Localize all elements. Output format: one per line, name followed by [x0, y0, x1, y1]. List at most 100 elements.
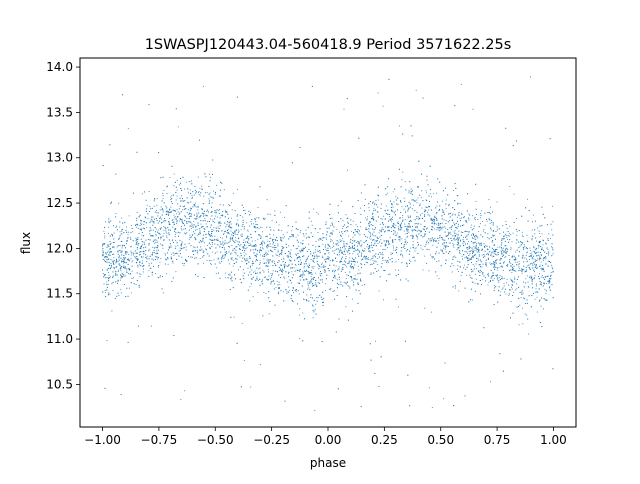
- scatter-point: [322, 243, 324, 245]
- scatter-point: [160, 206, 162, 208]
- scatter-point: [125, 253, 127, 255]
- scatter-point: [528, 255, 530, 258]
- scatter-point: [224, 277, 227, 279]
- scatter-point: [482, 279, 484, 281]
- scatter-point: [534, 275, 536, 277]
- scatter-point: [222, 241, 224, 243]
- scatter-point: [182, 176, 184, 178]
- scatter-point: [247, 230, 249, 232]
- scatter-point: [155, 235, 157, 237]
- scatter-point: [502, 269, 504, 272]
- scatter-point: [369, 231, 371, 233]
- scatter-point: [107, 232, 110, 234]
- scatter-point: [550, 278, 552, 280]
- scatter-point: [259, 262, 261, 264]
- scatter-point: [433, 193, 435, 195]
- scatter-point: [441, 236, 443, 238]
- scatter-point: [474, 237, 476, 239]
- scatter-point: [475, 268, 478, 270]
- scatter-point: [244, 213, 246, 215]
- scatter-point: [436, 275, 438, 277]
- scatter-point: [153, 252, 156, 254]
- scatter-point: [334, 277, 336, 279]
- scatter-point: [157, 229, 159, 231]
- scatter-point: [379, 236, 381, 238]
- scatter-point: [550, 246, 553, 248]
- scatter-point: [501, 255, 503, 257]
- scatter-point: [266, 258, 268, 260]
- scatter-point: [441, 222, 443, 224]
- scatter-point: [338, 276, 340, 278]
- scatter-point: [290, 297, 292, 300]
- scatter-point: [208, 260, 211, 262]
- scatter-point: [302, 312, 304, 314]
- scatter-point: [216, 184, 218, 186]
- scatter-point: [425, 192, 428, 194]
- scatter-point: [348, 286, 350, 288]
- scatter-point: [227, 229, 229, 231]
- scatter-point: [202, 256, 204, 258]
- scatter-point: [249, 300, 251, 302]
- scatter-point: [154, 227, 156, 229]
- scatter-point: [453, 246, 455, 248]
- scatter-point: [289, 253, 291, 255]
- scatter-point: [119, 226, 121, 228]
- scatter-point: [307, 258, 309, 260]
- scatter-point: [346, 98, 348, 100]
- scatter-point: [173, 214, 175, 216]
- scatter-point: [455, 256, 457, 259]
- scatter-point: [145, 261, 148, 263]
- scatter-point: [430, 311, 433, 313]
- scatter-point: [517, 264, 519, 266]
- scatter-point: [370, 238, 372, 240]
- scatter-point: [534, 266, 536, 269]
- scatter-point: [490, 213, 492, 215]
- scatter-point: [460, 225, 462, 227]
- scatter-point: [153, 259, 155, 261]
- scatter-point: [394, 232, 396, 234]
- scatter-point: [310, 258, 312, 261]
- scatter-point: [504, 252, 506, 254]
- scatter-point: [241, 261, 243, 263]
- scatter-point: [392, 245, 394, 247]
- scatter-point: [478, 231, 480, 233]
- scatter-point: [478, 255, 480, 257]
- scatter-point: [159, 209, 161, 211]
- scatter-point: [468, 231, 470, 233]
- scatter-point: [429, 189, 431, 191]
- scatter-point: [199, 257, 201, 260]
- scatter-point: [492, 263, 494, 265]
- scatter-point: [129, 237, 131, 239]
- scatter-point: [324, 271, 326, 273]
- scatter-point: [123, 257, 125, 259]
- scatter-point: [395, 196, 397, 198]
- scatter-point: [412, 236, 414, 238]
- scatter-point: [439, 235, 441, 237]
- scatter-point: [480, 242, 482, 244]
- scatter-point: [372, 212, 374, 214]
- scatter-point: [156, 212, 158, 214]
- scatter-point: [221, 237, 224, 239]
- scatter-point: [482, 230, 484, 232]
- scatter-point: [404, 223, 406, 225]
- scatter-point: [218, 261, 220, 263]
- scatter-point: [438, 278, 440, 280]
- scatter-point: [195, 206, 197, 208]
- scatter-point: [478, 264, 480, 266]
- scatter-point: [353, 260, 356, 263]
- scatter-point: [160, 177, 162, 179]
- scatter-point: [308, 248, 310, 251]
- scatter-point: [395, 275, 397, 277]
- scatter-point: [322, 281, 324, 283]
- scatter-point: [472, 281, 474, 283]
- scatter-point: [270, 281, 272, 283]
- scatter-point: [345, 264, 347, 266]
- scatter-point: [130, 282, 132, 284]
- scatter-point: [451, 214, 453, 216]
- scatter-point: [330, 225, 332, 227]
- scatter-point: [240, 255, 242, 257]
- scatter-point: [277, 249, 279, 251]
- scatter-point: [295, 290, 297, 292]
- scatter-point: [473, 225, 476, 227]
- scatter-point: [197, 191, 200, 193]
